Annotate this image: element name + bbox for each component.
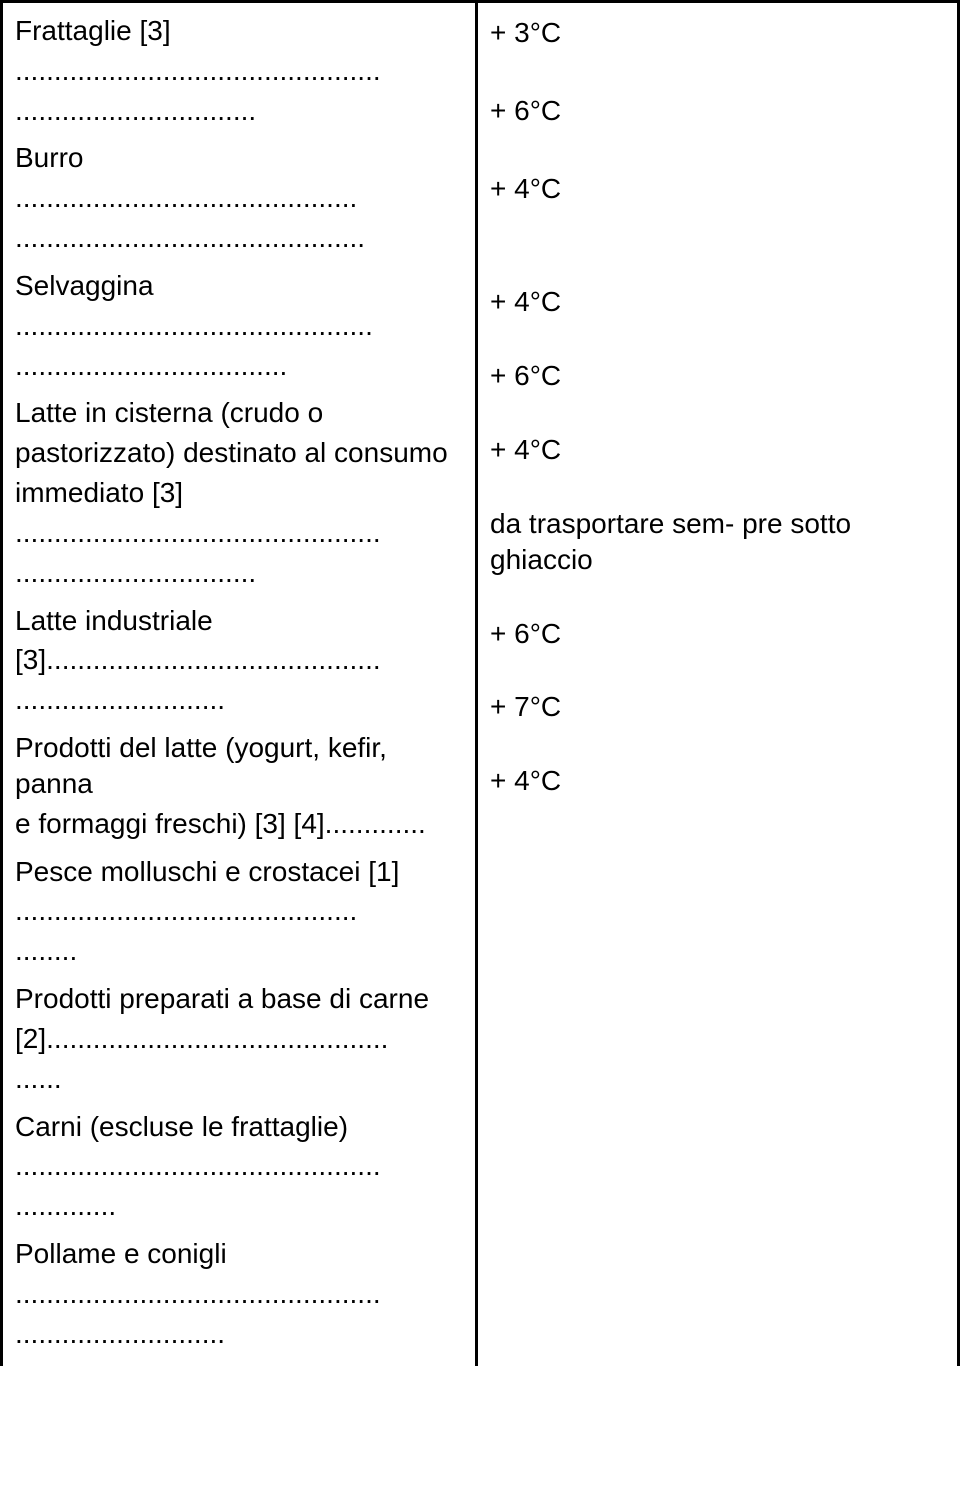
text-line: immediato [3] [15,475,463,511]
dotted-line: ........................................… [15,53,463,89]
right-column: + 3°C + 6°C + 4°C + 4°C + 6°C + 4°C da traspor… [478,0,960,1366]
value-line: + 3°C [490,15,945,51]
spacer [15,595,463,603]
text-line: Prodotti del latte (yogurt, kefir, panna [15,730,463,802]
text-line: Frattaglie [3] [15,13,463,49]
spacer [15,260,463,268]
dotted-line: ................................... [15,348,463,384]
dotted-line: ........ [15,933,463,969]
table-container: Frattaglie [3]..........................… [0,0,960,1366]
text-line: Latte in cisterna (crudo o [15,395,463,431]
dotted-line: ............................... [15,555,463,591]
dotted-line: ........................................… [15,220,463,256]
spacer [15,1228,463,1236]
spacer [15,846,463,854]
value-line: + 4°C [490,432,945,468]
text-line: Prodotti preparati a base di carne [15,981,463,1017]
dotted-line: ............. [15,1188,463,1224]
spacer [15,387,463,395]
dotted-line: ........................................… [15,180,463,216]
spacer [15,722,463,730]
dotted-line: e formaggi freschi) [3] [4]............. [15,806,463,842]
text-line: Pesce molluschi e crostacei [1] [15,854,463,890]
spacer [15,973,463,981]
dotted-line: ............................... [15,93,463,129]
dotted-line: [3].....................................… [15,642,463,678]
dotted-line: ........................................… [15,515,463,551]
value-line: + 4°C [490,284,945,320]
value-line: + 6°C [490,358,945,394]
value-line: + 4°C [490,171,945,207]
value-line: ghiaccio [490,542,945,578]
text-line: Latte industriale [15,603,463,639]
dotted-line: [2].....................................… [15,1021,463,1057]
dotted-line: ........................................… [15,893,463,929]
text-line: Carni (escluse le frattaglie) [15,1109,463,1145]
text-line: Selvaggina [15,268,463,304]
value-line: + 6°C [490,616,945,652]
text-line: Pollame e conigli [15,1236,463,1272]
value-line: + 4°C [490,763,945,799]
spacer [15,1101,463,1109]
text-line: pastorizzato) destinato al consumo [15,435,463,471]
value-line: + 7°C [490,689,945,725]
left-column: Frattaglie [3]..........................… [0,0,478,1366]
dotted-line: ........................... [15,682,463,718]
dotted-line: ........................................… [15,308,463,344]
dotted-line: ........................... [15,1316,463,1352]
spacer [15,132,463,140]
text-line: Burro [15,140,463,176]
value-line: + 6°C [490,93,945,129]
dotted-line: ...... [15,1061,463,1097]
value-line: da trasportare sem- pre sotto [490,506,945,542]
dotted-line: ........................................… [15,1276,463,1312]
dotted-line: ........................................… [15,1148,463,1184]
